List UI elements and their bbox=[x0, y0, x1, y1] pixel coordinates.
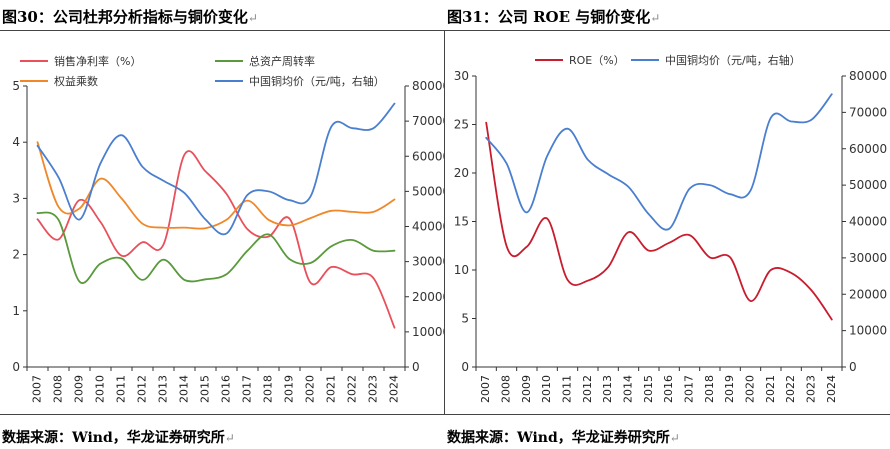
y2-tick-label: 70000 bbox=[849, 105, 887, 119]
x-tick-label: 2017 bbox=[683, 375, 696, 403]
x-tick-label: 2021 bbox=[764, 375, 777, 403]
legend-label: 中国铜均价（元/吨，右轴） bbox=[665, 53, 801, 67]
x-tick-label: 2007 bbox=[479, 375, 492, 403]
vertical-separator bbox=[444, 31, 445, 414]
y2-tick-label: 80000 bbox=[849, 69, 887, 83]
x-tick-label: 2016 bbox=[220, 375, 233, 403]
right-source: 数据来源：Wind，华龙证券研究所↵ bbox=[447, 427, 680, 447]
x-tick-label: 2015 bbox=[642, 375, 655, 403]
x-tick-label: 2017 bbox=[241, 375, 254, 403]
y2-tick-label: 40000 bbox=[412, 220, 444, 234]
series-line bbox=[36, 211, 396, 284]
series-line bbox=[36, 102, 396, 236]
y2-tick-label: 80000 bbox=[412, 79, 444, 93]
x-tick-label: 2015 bbox=[199, 375, 212, 403]
x-tick-label: 2023 bbox=[367, 375, 380, 403]
series-line bbox=[485, 121, 833, 321]
y2-tick-label: 60000 bbox=[412, 149, 444, 163]
x-tick-label: 2018 bbox=[703, 375, 716, 403]
x-tick-label: 2010 bbox=[540, 375, 553, 403]
left-figure-title: 图30：公司杜邦分析指标与铜价变化↵ bbox=[2, 6, 258, 27]
right-title-text: 图31：公司 ROE 与铜价变化 bbox=[447, 8, 651, 26]
y-tick-label: 2 bbox=[12, 248, 20, 262]
left-source-text: 数据来源：Wind，华龙证券研究所 bbox=[2, 430, 225, 446]
legend-label: 权益乘数 bbox=[54, 74, 98, 88]
x-tick-label: 2024 bbox=[388, 375, 401, 403]
legend-label: 销售净利率（%） bbox=[54, 54, 141, 68]
x-tick-label: 2007 bbox=[31, 375, 44, 403]
x-tick-label: 2013 bbox=[601, 375, 614, 403]
x-tick-label: 2021 bbox=[325, 375, 338, 403]
x-tick-label: 2009 bbox=[73, 375, 86, 403]
series-line bbox=[36, 141, 396, 230]
legend-label: 中国铜均价（元/吨，右轴） bbox=[249, 74, 385, 88]
x-tick-label: 2010 bbox=[94, 375, 107, 403]
y-tick-label: 0 bbox=[12, 360, 20, 374]
y-tick-label: 1 bbox=[12, 304, 20, 318]
y-tick-label: 30 bbox=[454, 69, 469, 83]
x-tick-label: 2011 bbox=[561, 375, 574, 403]
x-tick-label: 2013 bbox=[157, 375, 170, 403]
y-tick-label: 5 bbox=[461, 312, 469, 326]
y2-tick-label: 60000 bbox=[849, 142, 887, 156]
y2-tick-label: 20000 bbox=[412, 290, 444, 304]
top-rule bbox=[0, 30, 890, 31]
y2-tick-label: 70000 bbox=[412, 114, 444, 128]
y2-tick-label: 30000 bbox=[412, 255, 444, 269]
y-tick-label: 3 bbox=[12, 191, 20, 205]
y-tick-label: 25 bbox=[454, 118, 469, 132]
y-tick-label: 4 bbox=[12, 135, 20, 149]
y2-tick-label: 50000 bbox=[412, 184, 444, 198]
paragraph-mark-icon: ↵ bbox=[650, 11, 661, 25]
x-tick-label: 2020 bbox=[744, 375, 757, 403]
paragraph-mark-icon: ↵ bbox=[247, 11, 258, 25]
x-tick-label: 2023 bbox=[805, 375, 818, 403]
right-figure-title: 图31：公司 ROE 与铜价变化↵ bbox=[447, 6, 660, 27]
x-tick-label: 2018 bbox=[262, 375, 275, 403]
paragraph-mark-icon: ↵ bbox=[224, 431, 235, 445]
x-tick-label: 2012 bbox=[581, 375, 594, 403]
y2-tick-label: 20000 bbox=[849, 287, 887, 301]
y-tick-label: 5 bbox=[12, 79, 20, 93]
x-tick-label: 2020 bbox=[304, 375, 317, 403]
series-line bbox=[485, 93, 833, 231]
x-tick-label: 2024 bbox=[825, 375, 838, 403]
legend-label: 总资产周转率 bbox=[249, 54, 315, 68]
y2-tick-label: 10000 bbox=[412, 325, 444, 339]
legend-label: ROE（%） bbox=[569, 54, 625, 67]
right-chart: 0 5 10 15 20 25 30 0 10000 20000 30000 40000 50000 60… bbox=[454, 53, 887, 403]
left-chart: 0 1 2 3 4 5 0 10000 20000 30000 40000 50000 60000 700… bbox=[12, 54, 444, 403]
x-tick-label: 2019 bbox=[283, 375, 296, 403]
x-tick-label: 2011 bbox=[115, 375, 128, 403]
x-tick-label: 2012 bbox=[136, 375, 149, 403]
series-line bbox=[36, 150, 396, 329]
y-tick-label: 0 bbox=[461, 360, 469, 374]
x-tick-label: 2014 bbox=[178, 375, 191, 403]
x-tick-label: 2022 bbox=[784, 375, 797, 403]
y2-tick-label: 30000 bbox=[849, 251, 887, 265]
y2-tick-label: 40000 bbox=[849, 215, 887, 229]
x-tick-label: 2008 bbox=[500, 375, 513, 403]
y-tick-label: 15 bbox=[454, 215, 469, 229]
left-title-text: 图30：公司杜邦分析指标与铜价变化 bbox=[2, 8, 248, 26]
bottom-rule bbox=[0, 414, 890, 415]
x-tick-label: 2009 bbox=[520, 375, 533, 403]
x-tick-label: 2019 bbox=[723, 375, 736, 403]
y-tick-label: 10 bbox=[454, 263, 469, 277]
left-source: 数据来源：Wind，华龙证券研究所↵ bbox=[2, 427, 235, 447]
right-source-text: 数据来源：Wind，华龙证券研究所 bbox=[447, 430, 670, 446]
y2-tick-label: 10000 bbox=[849, 324, 887, 338]
y2-tick-label: 0 bbox=[849, 360, 857, 374]
x-tick-label: 2008 bbox=[52, 375, 65, 403]
y-tick-label: 20 bbox=[454, 166, 469, 180]
paragraph-mark-icon: ↵ bbox=[669, 431, 680, 445]
x-tick-label: 2022 bbox=[346, 375, 359, 403]
y2-tick-label: 50000 bbox=[849, 178, 887, 192]
x-tick-label: 2014 bbox=[622, 375, 635, 403]
y2-tick-label: 0 bbox=[412, 360, 420, 374]
x-tick-label: 2016 bbox=[662, 375, 675, 403]
